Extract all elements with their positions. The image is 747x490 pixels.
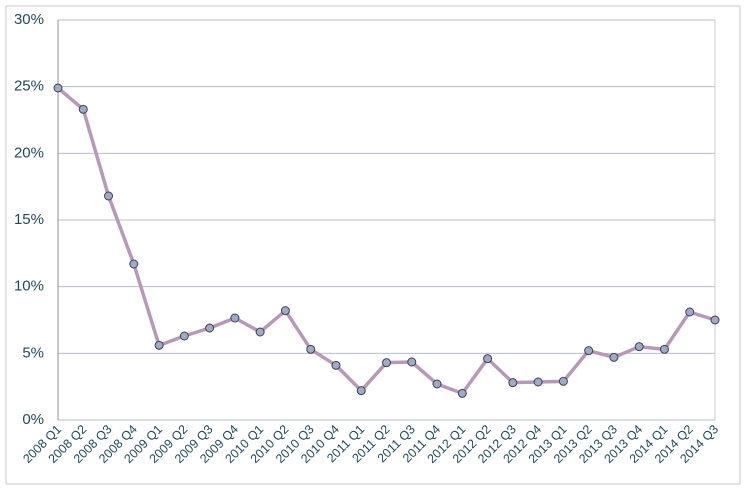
- chart-frame: [5, 5, 741, 485]
- point-marker: [280, 306, 290, 316]
- point-marker: [685, 307, 695, 317]
- y-tick-label: 30%: [14, 11, 44, 28]
- point-marker: [179, 331, 189, 341]
- point-marker: [609, 352, 619, 362]
- point-marker: [306, 344, 316, 354]
- point-marker: [78, 104, 88, 114]
- point-marker: [205, 323, 215, 333]
- y-tick-label: 25%: [14, 78, 44, 95]
- point-marker: [129, 259, 139, 269]
- point-marker: [104, 191, 114, 201]
- y-tick-label: 0%: [22, 411, 44, 428]
- point-marker: [331, 360, 341, 370]
- point-marker: [255, 327, 265, 337]
- point-marker: [53, 83, 63, 93]
- point-marker: [710, 315, 720, 325]
- y-tick-label: 20%: [14, 144, 44, 161]
- point-marker: [154, 340, 164, 350]
- y-tick-label: 15%: [14, 211, 44, 228]
- point-marker: [230, 313, 240, 323]
- point-marker: [382, 358, 391, 368]
- point-marker: [634, 342, 644, 352]
- point-marker: [508, 378, 518, 388]
- point-marker: [483, 354, 493, 364]
- point-marker: [659, 344, 669, 354]
- point-marker: [432, 379, 442, 389]
- point-marker: [584, 346, 594, 356]
- y-tick-label: 10%: [14, 278, 44, 295]
- y-tick-label: 5%: [22, 344, 44, 361]
- point-marker: [356, 386, 366, 396]
- point-marker: [558, 376, 568, 386]
- point-marker: [407, 357, 417, 367]
- point-marker: [457, 388, 467, 398]
- point-marker: [533, 377, 543, 387]
